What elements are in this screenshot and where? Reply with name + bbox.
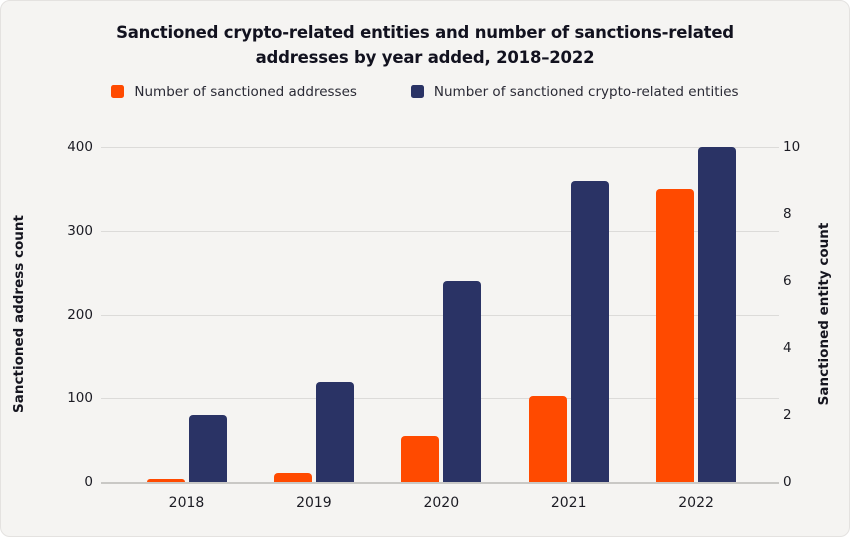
x-tick-2019: 2019 bbox=[296, 495, 332, 511]
left-tick-300: 300 bbox=[67, 222, 93, 239]
x-tick-2018: 2018 bbox=[168, 495, 205, 511]
bar-entities-2019 bbox=[315, 381, 354, 482]
right-tick-0: 0 bbox=[783, 474, 792, 490]
left-tick-200: 200 bbox=[67, 306, 93, 323]
left-axis-title: Sanctioned address count bbox=[11, 215, 27, 413]
bar-entities-2018 bbox=[188, 415, 227, 482]
legend-label-addresses: Number of sanctioned addresses bbox=[134, 83, 357, 100]
left-tick-100: 100 bbox=[67, 390, 93, 407]
gridline-100 bbox=[101, 398, 779, 400]
legend-label-entities: Number of sanctioned crypto-related enti… bbox=[433, 83, 739, 100]
right-tick-8: 8 bbox=[783, 206, 792, 222]
bar-entities-2022 bbox=[698, 147, 737, 482]
right-tick-4: 4 bbox=[783, 340, 792, 356]
gridline-300 bbox=[101, 230, 779, 232]
right-tick-10: 10 bbox=[783, 139, 801, 155]
right-tick-2: 2 bbox=[783, 407, 792, 423]
bar-entities-2020 bbox=[443, 281, 482, 482]
bar-addresses-2019 bbox=[273, 472, 312, 482]
legend-swatch-addresses-icon bbox=[111, 85, 125, 98]
legend-item-entities: Number of sanctioned crypto-related enti… bbox=[410, 83, 739, 100]
bar-addresses-2020 bbox=[401, 435, 440, 482]
left-tick-0: 0 bbox=[84, 474, 93, 490]
bar-addresses-2018 bbox=[146, 479, 185, 482]
right-tick-6: 6 bbox=[783, 273, 792, 289]
chart-legend: Number of sanctioned addresses Number of… bbox=[1, 84, 849, 100]
right-axis-title: Sanctioned entity count bbox=[816, 222, 832, 406]
left-tick-400: 400 bbox=[67, 139, 93, 155]
x-tick-2022: 2022 bbox=[678, 495, 714, 511]
bar-addresses-2021 bbox=[528, 395, 567, 482]
gridline-200 bbox=[101, 314, 779, 316]
legend-swatch-entities-icon bbox=[410, 85, 424, 98]
bar-entities-2021 bbox=[570, 180, 609, 482]
gridline-400 bbox=[101, 147, 779, 148]
x-tick-2021: 2021 bbox=[550, 495, 587, 511]
x-axis-line bbox=[101, 482, 779, 484]
bar-addresses-2022 bbox=[656, 188, 695, 482]
chart-title: Sanctioned crypto-related entities and n… bbox=[116, 23, 734, 67]
x-tick-2020: 2020 bbox=[423, 495, 460, 511]
legend-item-addresses: Number of sanctioned addresses bbox=[111, 84, 357, 100]
